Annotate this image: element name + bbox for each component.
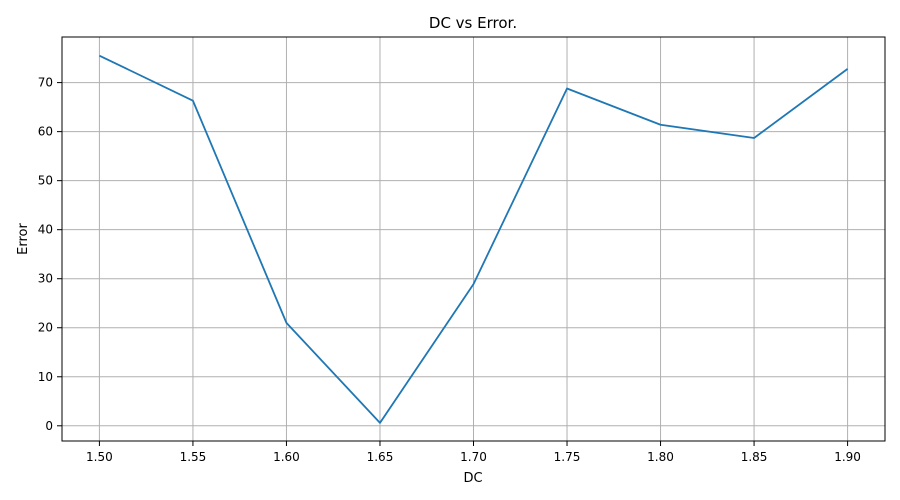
y-tick-label: 30: [38, 272, 53, 286]
y-tick-label: 70: [38, 76, 53, 90]
y-tick-label: 40: [38, 223, 53, 237]
x-tick-label: 1.50: [86, 450, 113, 464]
y-tick-label: 50: [38, 174, 53, 188]
y-tick-label: 20: [38, 321, 53, 335]
y-axis-label: Error: [16, 223, 31, 255]
series-layer: [99, 54, 849, 424]
x-tick-label: 1.55: [180, 450, 207, 464]
x-tick-label: 1.70: [460, 450, 487, 464]
x-axis: 1.50 1.55 1.60 1.65 1.70 1.75 1.80 1.85 1.90: [86, 441, 861, 464]
x-tick-label: 1.60: [273, 450, 300, 464]
x-tick-label: 1.80: [647, 450, 674, 464]
x-axis-label: DC: [463, 471, 482, 486]
grid-lines: [62, 37, 885, 441]
y-axis: 0 10 20 30 40 50 60 70: [38, 76, 62, 433]
x-tick-label: 1.85: [741, 450, 768, 464]
series-line: [99, 54, 849, 424]
y-tick-label: 10: [38, 370, 53, 384]
x-tick-label: 1.75: [554, 450, 581, 464]
y-tick-label: 60: [38, 125, 53, 139]
y-tick-label: 0: [45, 419, 53, 433]
chart-title: DC vs Error.: [429, 14, 517, 32]
x-tick-label: 1.90: [834, 450, 861, 464]
x-tick-label: 1.65: [367, 450, 394, 464]
